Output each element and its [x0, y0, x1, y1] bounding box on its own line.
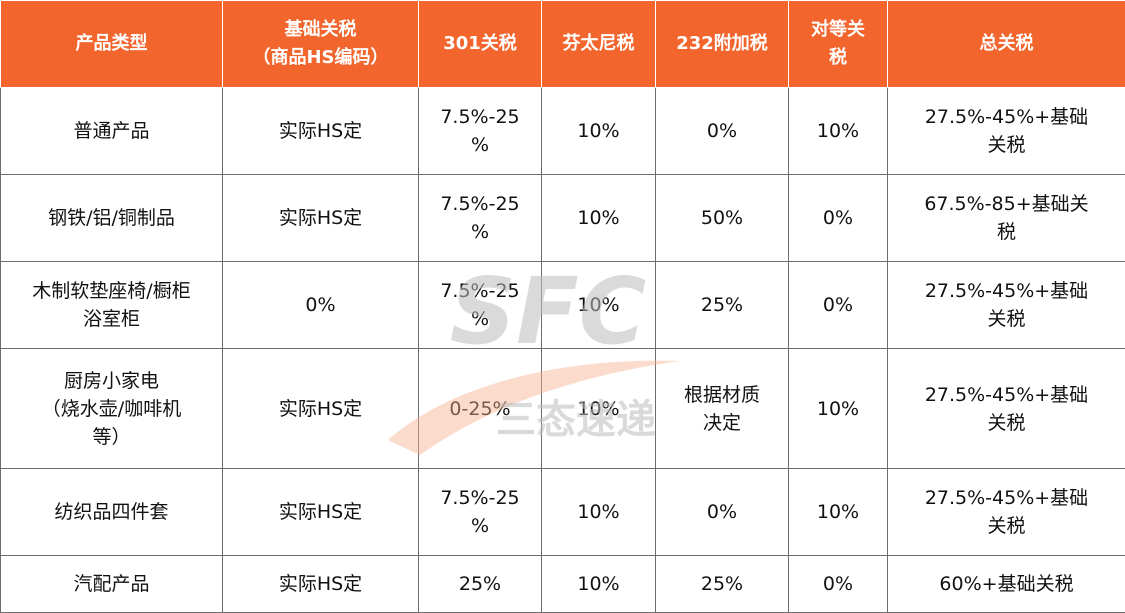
cell-reciprocal-tariff: 10%: [789, 88, 888, 175]
cell-total-tariff: 60%+基础关税: [888, 556, 1125, 613]
table-row: 木制软垫座椅/橱柜浴室柜 0% 7.5%-25% 10% 25% 0% 27.5…: [1, 262, 1125, 349]
cell-232-surcharge: 25%: [656, 556, 789, 613]
table-row: 纺织品四件套 实际HS定 7.5%-25% 10% 0% 10% 27.5%-4…: [1, 469, 1125, 556]
header-fentanyl-tariff: 芬太尼税: [542, 1, 656, 88]
cell-reciprocal-tariff: 0%: [789, 556, 888, 613]
cell-fentanyl-tariff: 10%: [542, 469, 656, 556]
cell-fentanyl-tariff: 10%: [542, 262, 656, 349]
cell-base-tariff: 实际HS定: [223, 469, 419, 556]
table-row: 钢铁/铝/铜制品 实际HS定 7.5%-25% 10% 50% 0% 67.5%…: [1, 175, 1125, 262]
cell-301-tariff: 25%: [419, 556, 542, 613]
cell-reciprocal-tariff: 10%: [789, 349, 888, 469]
table-row: 普通产品 实际HS定 7.5%-25% 10% 0% 10% 27.5%-45%…: [1, 88, 1125, 175]
table-row: 厨房小家电（烧水壶/咖啡机等） 实际HS定 0-25% 10% 根据材质决定 1…: [1, 349, 1125, 469]
cell-301-tariff: 7.5%-25%: [419, 175, 542, 262]
cell-total-tariff: 67.5%-85+基础关税: [888, 175, 1125, 262]
cell-base-tariff: 0%: [223, 262, 419, 349]
cell-fentanyl-tariff: 10%: [542, 349, 656, 469]
cell-base-tariff: 实际HS定: [223, 88, 419, 175]
cell-reciprocal-tariff: 0%: [789, 262, 888, 349]
header-232-surcharge: 232附加税: [656, 1, 789, 88]
cell-232-surcharge: 25%: [656, 262, 789, 349]
cell-reciprocal-tariff: 10%: [789, 469, 888, 556]
cell-product-type: 普通产品: [1, 88, 223, 175]
cell-232-surcharge: 0%: [656, 469, 789, 556]
header-total-tariff: 总关税: [888, 1, 1125, 88]
cell-product-type: 汽配产品: [1, 556, 223, 613]
header-base-tariff: 基础关税（商品HS编码）: [223, 1, 419, 88]
header-reciprocal-tariff: 对等关税: [789, 1, 888, 88]
cell-fentanyl-tariff: 10%: [542, 88, 656, 175]
cell-total-tariff: 27.5%-45%+基础关税: [888, 262, 1125, 349]
header-301-tariff: 301关税: [419, 1, 542, 88]
cell-232-surcharge: 根据材质决定: [656, 349, 789, 469]
cell-301-tariff: 7.5%-25%: [419, 469, 542, 556]
header-row: 产品类型 基础关税（商品HS编码） 301关税 芬太尼税 232附加税 对等关税…: [1, 1, 1125, 88]
cell-301-tariff: 0-25%: [419, 349, 542, 469]
cell-232-surcharge: 50%: [656, 175, 789, 262]
cell-base-tariff: 实际HS定: [223, 175, 419, 262]
cell-total-tariff: 27.5%-45%+基础关税: [888, 349, 1125, 469]
cell-product-type: 钢铁/铝/铜制品: [1, 175, 223, 262]
cell-301-tariff: 7.5%-25%: [419, 88, 542, 175]
cell-total-tariff: 27.5%-45%+基础关税: [888, 88, 1125, 175]
cell-base-tariff: 实际HS定: [223, 556, 419, 613]
cell-fentanyl-tariff: 10%: [542, 556, 656, 613]
cell-product-type: 厨房小家电（烧水壶/咖啡机等）: [1, 349, 223, 469]
cell-fentanyl-tariff: 10%: [542, 175, 656, 262]
cell-product-type: 木制软垫座椅/橱柜浴室柜: [1, 262, 223, 349]
cell-product-type: 纺织品四件套: [1, 469, 223, 556]
cell-reciprocal-tariff: 0%: [789, 175, 888, 262]
cell-total-tariff: 27.5%-45%+基础关税: [888, 469, 1125, 556]
table-row: 汽配产品 实际HS定 25% 10% 25% 0% 60%+基础关税: [1, 556, 1125, 613]
cell-base-tariff: 实际HS定: [223, 349, 419, 469]
cell-301-tariff: 7.5%-25%: [419, 262, 542, 349]
header-product-type: 产品类型: [1, 1, 223, 88]
cell-232-surcharge: 0%: [656, 88, 789, 175]
